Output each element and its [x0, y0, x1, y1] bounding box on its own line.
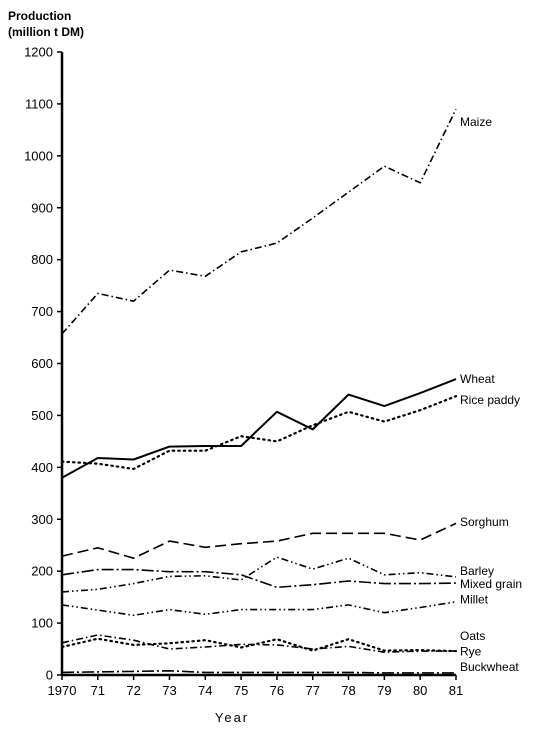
y-tick-label: 0	[46, 668, 53, 683]
x-axis-title: Year	[215, 710, 249, 725]
series-label-millet: Millet	[460, 593, 489, 607]
series-line-sorghum	[61, 522, 457, 559]
y-tick-label: 500	[31, 408, 53, 423]
series-label-mixed-grain: Mixed grain	[460, 577, 522, 591]
x-tick-label: 74	[198, 683, 212, 698]
series-line-buckwheat	[61, 670, 456, 674]
y-axis-title-line2: (million t DM)	[8, 25, 84, 39]
x-tick-label: 71	[91, 683, 105, 698]
x-tick-label: 81	[449, 683, 463, 698]
series-lines	[60, 108, 458, 674]
series-line-rye	[61, 634, 456, 653]
axes: 0 100 200 300 400 500 600 700 800 900 1000 1100 1200…	[24, 45, 463, 699]
series-label-maize: Maize	[460, 115, 492, 129]
y-tick-label: 1000	[24, 148, 53, 163]
x-tick-label: 72	[126, 683, 140, 698]
x-tick-label: 77	[305, 683, 319, 698]
x-tick-label: 73	[162, 683, 176, 698]
series-line-mixed-grain	[61, 568, 457, 589]
series-line-maize	[61, 108, 457, 335]
x-tick-label: 80	[413, 683, 427, 698]
series-line-oats	[60, 637, 458, 653]
x-tick-label: 76	[270, 683, 284, 698]
series-label-wheat: Wheat	[460, 372, 495, 386]
series-line-millet	[61, 601, 457, 617]
y-tick-label: 400	[31, 460, 53, 475]
x-tick-label: 79	[377, 683, 391, 698]
y-tick-label: 600	[31, 356, 53, 371]
series-label-sorghum: Sorghum	[460, 515, 509, 529]
y-tick-label: 700	[31, 304, 53, 319]
series-line-rice-paddy	[60, 395, 458, 470]
y-tick-label: 800	[31, 252, 53, 267]
y-tick-label: 100	[31, 616, 53, 631]
series-label-barley: Barley	[460, 564, 494, 578]
x-tick-label: 78	[341, 683, 355, 698]
series-label-oats: Oats	[460, 629, 485, 643]
series-line-wheat	[61, 378, 457, 479]
y-tick-label: 900	[31, 200, 53, 215]
y-tick-label: 200	[31, 564, 53, 579]
y-tick-label: 1200	[24, 45, 53, 60]
x-tick-label: 1970	[48, 683, 77, 698]
series-label-rice-paddy: Rice paddy	[460, 393, 520, 407]
series-label-rye: Rye	[460, 645, 482, 659]
y-tick-label: 1100	[25, 96, 53, 111]
series-line-barley	[61, 556, 457, 593]
series-label-buckwheat: Buckwheat	[460, 660, 519, 674]
y-axis-title-line1: Production	[8, 9, 71, 23]
x-tick-label: 75	[234, 683, 248, 698]
y-tick-label: 300	[31, 512, 53, 527]
